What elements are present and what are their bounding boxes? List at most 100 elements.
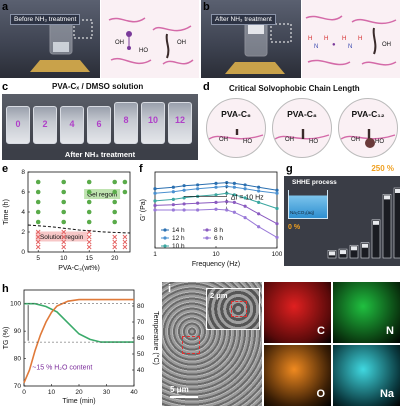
element-map-o: O: [264, 345, 331, 406]
gel-point: [61, 209, 66, 215]
x-axis-label: Frequency (Hz): [192, 261, 240, 268]
vial-label: 0: [15, 119, 21, 129]
sample-top: [351, 246, 357, 251]
y-tick-label: 100: [10, 301, 21, 308]
delta-label: Δf = 10 Hz: [231, 194, 264, 201]
x-tick-label: 40: [130, 389, 138, 396]
y-axis-label: TG (%): [3, 327, 10, 350]
y2-tick-label: 50: [137, 351, 145, 358]
panel-label-e: e: [2, 163, 9, 175]
solution-point: [112, 234, 118, 240]
panel-f: f 1 10 100 Frequency (Hz) G' (Pa) Δf = 10 Hz 1…: [137, 162, 283, 272]
solution-point: [112, 244, 118, 250]
gel-point: [86, 199, 92, 205]
y2-tick-label: 60: [137, 335, 145, 342]
y-tick-label: 90: [14, 328, 22, 335]
gel-point: [35, 179, 41, 185]
panel-label-b: b: [203, 1, 210, 13]
beaker-label: Na₂CO₃(aq): [290, 210, 315, 215]
series-point: [153, 199, 157, 203]
gel-point: [112, 209, 117, 215]
sem-highlight-box: [182, 336, 200, 354]
element-map-c: C: [264, 282, 331, 343]
x-tick-label: 20: [75, 389, 83, 396]
panel-g: g SHHE process 250 % 0 % Na₂CO₃(aq): [284, 162, 400, 272]
solution-point: [112, 239, 118, 245]
circle-title: PVA-C₈: [287, 109, 317, 119]
end-pct: 250 %: [371, 164, 394, 173]
legend-marker: [163, 228, 167, 232]
gel-point: [61, 189, 66, 195]
x-tick-label: 30: [103, 389, 111, 396]
solution-point: [35, 234, 41, 240]
series-line: [154, 185, 278, 194]
series-line: [154, 201, 278, 225]
solution-region-label: Solution regoin: [40, 234, 84, 241]
molecule-diagram-after: H N H ● H N H OH: [302, 0, 400, 78]
gel-point: [61, 199, 66, 205]
series-point: [182, 188, 186, 192]
y-tick-label: 4: [21, 209, 25, 216]
element-label: C: [317, 325, 325, 337]
element-label: N: [386, 325, 394, 337]
series-point: [171, 197, 175, 201]
series-point: [182, 208, 186, 212]
svg-text:H: H: [324, 36, 328, 42]
legend-label: 12 h: [172, 235, 185, 242]
swelling-bar: [382, 194, 392, 259]
swelling-bar: [349, 244, 359, 259]
panel-e: e 5 10 15 20 0 2 4 6 8 PVA-C₃(wt%) Time (h) Gel reg…: [0, 162, 135, 272]
vial-photo-before: [0, 0, 100, 78]
svg-text:OH: OH: [177, 40, 186, 46]
series-line: [154, 182, 278, 191]
legend-marker: [205, 228, 209, 232]
series-point: [153, 203, 157, 208]
gel-point: [61, 219, 66, 225]
vial-label: 8: [123, 115, 129, 125]
panel-label-a: a: [2, 1, 9, 13]
solution-point: [122, 239, 128, 245]
svg-text:N: N: [314, 44, 318, 50]
vials-photo: 0 2 4 6 8 10 12: [2, 94, 198, 150]
series-point: [243, 196, 247, 200]
solution-point: [35, 244, 41, 250]
svg-text:OH: OH: [382, 42, 391, 48]
phase-boundary: [27, 224, 131, 234]
series-point: [257, 212, 261, 216]
series-point: [257, 189, 261, 193]
solution-point: [122, 244, 128, 250]
series-point: [153, 208, 157, 212]
sample-top: [340, 250, 346, 255]
series-line: [24, 302, 134, 343]
vial-label: 12: [174, 115, 185, 125]
series-point: [232, 193, 236, 197]
solution-point: [35, 239, 41, 245]
series-point: [171, 203, 175, 207]
tg-temperature-chart: 0 10 20 30 40 70 80 90 100 40 50 60 70 80 Time (min) TG…: [3, 289, 160, 405]
series-point: [275, 191, 279, 195]
vial-photo-after: [201, 0, 301, 78]
panel-c-title: PVA-Cₓ / DMSO solution: [52, 82, 144, 91]
solution-point: [122, 234, 128, 240]
panel-label-c: c: [2, 81, 9, 93]
gel-point: [112, 189, 117, 195]
swelling-bar: [371, 219, 381, 259]
y2-axis-label: Temperature (°C): [152, 311, 160, 365]
inverted-vial-icon: [225, 19, 292, 74]
panel-d-title: Critical Solvophobic Chain Length: [229, 84, 360, 93]
sample-top: [384, 195, 390, 200]
y-tick-label: 80: [14, 356, 22, 363]
vial-label: 10: [147, 115, 158, 125]
gel-point: [86, 209, 92, 215]
y-tick-label: 6: [21, 189, 25, 196]
photo-tag-before: Before NH₃ treatment: [10, 14, 81, 25]
vial: 0: [6, 106, 30, 144]
sample-top: [329, 251, 335, 256]
svg-text:OH: OH: [115, 40, 124, 46]
y2-tick-label: 70: [137, 319, 145, 326]
y-tick-label: 8: [21, 169, 25, 176]
x-tick-label: 20: [111, 255, 119, 262]
series-point: [243, 187, 247, 191]
vial: 2: [33, 106, 57, 144]
x-tick-label: 10: [212, 251, 220, 258]
